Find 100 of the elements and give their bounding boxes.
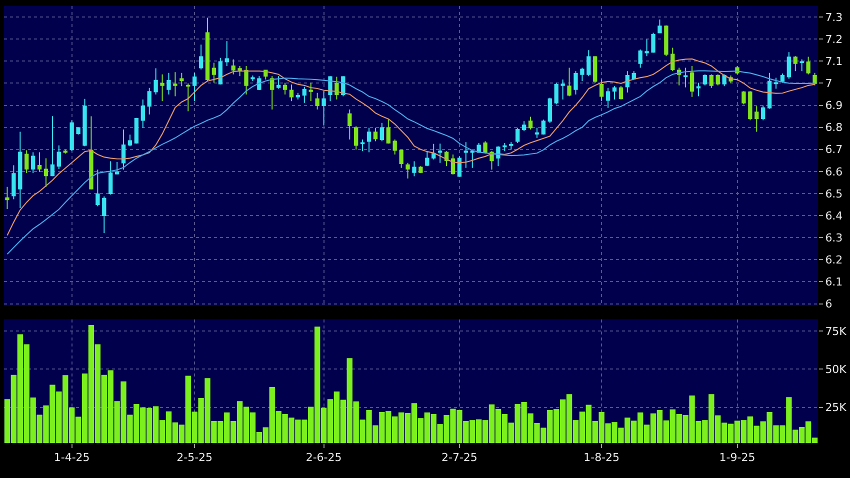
candlestick <box>509 142 514 150</box>
y-tick-label: 6.6 <box>825 165 843 178</box>
y-tick-label: 6.8 <box>825 121 843 134</box>
candlestick <box>296 92 300 100</box>
candlestick <box>89 116 94 190</box>
candlestick <box>186 82 190 112</box>
candlestick <box>593 56 598 84</box>
candlestick <box>625 70 630 93</box>
candlestick <box>380 122 384 142</box>
candlestick <box>238 66 242 77</box>
candlestick <box>470 150 474 168</box>
candlestick <box>786 52 792 80</box>
candlestick <box>366 127 372 153</box>
candlestick <box>205 17 210 82</box>
candlestick <box>44 158 48 188</box>
y-tick-label: 75K <box>825 324 848 338</box>
y-tick-label: 6.5 <box>825 187 843 200</box>
candlestick <box>218 57 222 86</box>
line-series <box>6 70 816 255</box>
candlestick <box>638 48 642 68</box>
y-tick-label: 6.3 <box>825 231 843 244</box>
y-tick-label: 50K <box>825 363 848 376</box>
candlestick <box>806 56 810 75</box>
candlestick <box>96 169 100 207</box>
candlestick <box>70 120 74 152</box>
candlestick <box>63 149 68 154</box>
candlestick <box>108 160 113 196</box>
candlestick <box>696 82 701 97</box>
candlestick <box>192 72 197 102</box>
candlestick <box>302 86 306 104</box>
y-tick-label: 6 <box>825 298 832 311</box>
candlestick <box>742 90 746 105</box>
candlestick <box>658 18 662 34</box>
candlestick <box>354 126 358 150</box>
candlestick <box>690 66 694 98</box>
candlestick <box>147 87 152 116</box>
candlestick <box>548 97 552 124</box>
candlestick <box>464 142 468 168</box>
candlestick <box>308 82 313 102</box>
y-tick-label: 7 <box>825 77 832 90</box>
candlestick <box>386 119 390 144</box>
candlestick <box>748 90 752 121</box>
candlestick <box>516 127 520 144</box>
candlestick <box>793 56 798 72</box>
y-tick-label: 25K <box>825 401 848 414</box>
candlestick <box>257 76 262 91</box>
candlestick <box>586 50 591 77</box>
candlestick <box>128 134 132 147</box>
x-tick-label: 2-5-25 <box>176 451 213 464</box>
candlestick <box>56 144 61 170</box>
candlestick <box>812 72 817 86</box>
candlestick <box>767 72 772 110</box>
candlestick <box>560 78 565 100</box>
candlestick <box>334 76 339 100</box>
candlestick <box>154 68 158 95</box>
candlestick <box>282 82 288 95</box>
candlestick <box>567 67 572 97</box>
candlestick <box>140 99 145 128</box>
candlestick <box>502 142 507 152</box>
candlestick <box>651 32 656 54</box>
candlestick <box>373 127 378 142</box>
candlestick <box>180 72 184 87</box>
y-tick-label: 6.2 <box>825 254 843 267</box>
x-tick-label: 2-7-25 <box>441 451 478 464</box>
candlestick <box>600 78 604 102</box>
candlestick <box>12 164 16 200</box>
candlestick <box>212 62 216 84</box>
candlestick <box>457 156 462 177</box>
candlestick <box>702 74 708 86</box>
candlestick <box>554 82 558 105</box>
candlestick <box>244 66 248 95</box>
line-series <box>6 58 816 236</box>
candlestick <box>121 129 126 170</box>
candlestick <box>250 74 255 82</box>
y-tick-label: 6.9 <box>825 99 843 112</box>
candlestick <box>315 92 320 110</box>
candlestick <box>76 126 80 136</box>
candlestick <box>322 90 326 126</box>
candlestick <box>30 152 36 174</box>
candlestick <box>612 86 617 100</box>
x-tick-label: 1-4-25 <box>54 451 90 464</box>
candlestick <box>528 116 533 130</box>
candlestick <box>418 166 423 174</box>
candlestick <box>24 150 29 174</box>
candlestick <box>644 38 649 57</box>
candlestick <box>276 76 281 90</box>
candlestick <box>114 161 120 176</box>
candlestick <box>224 40 229 66</box>
candlestick <box>360 138 365 152</box>
candlestick <box>412 160 416 177</box>
candlestick <box>800 58 804 72</box>
candlestick <box>134 117 139 144</box>
candlestick <box>716 74 720 86</box>
candlestick <box>160 74 164 102</box>
candlestick <box>289 84 294 102</box>
candlestick <box>37 152 42 172</box>
candlestick <box>406 162 410 179</box>
candlestick <box>198 44 204 70</box>
x-tick-label: 1-8-25 <box>584 451 620 464</box>
candlestick <box>541 119 546 136</box>
